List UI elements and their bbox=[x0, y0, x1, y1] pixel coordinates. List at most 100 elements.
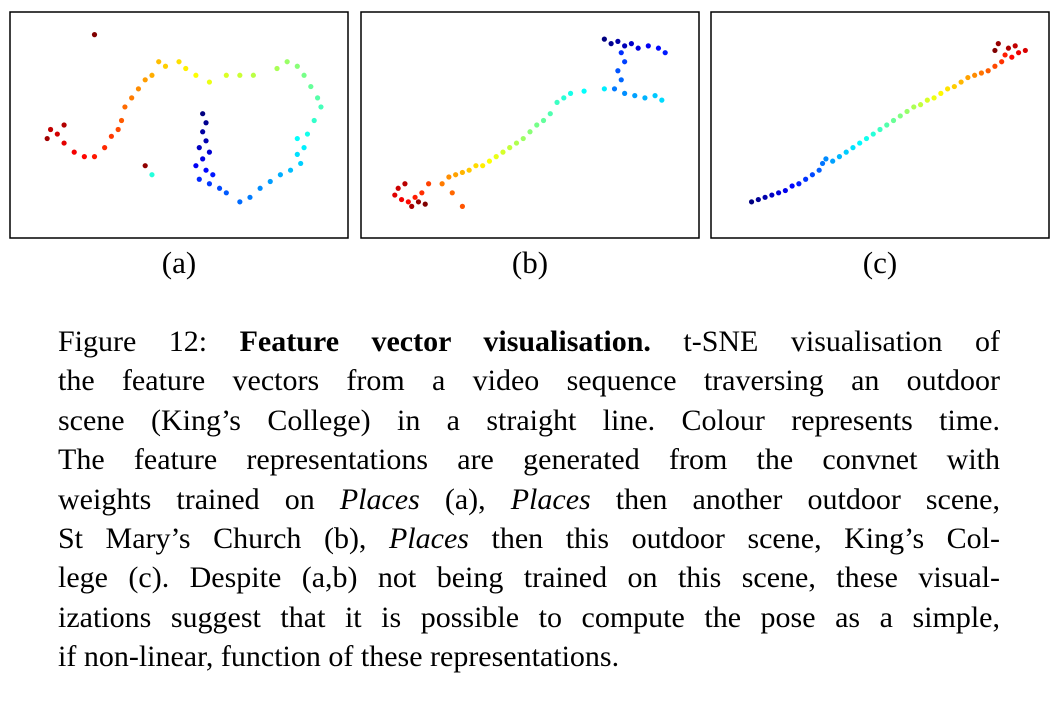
point bbox=[301, 145, 307, 151]
point bbox=[608, 41, 614, 47]
point bbox=[294, 63, 300, 69]
point bbox=[863, 135, 870, 142]
point bbox=[951, 83, 957, 90]
point bbox=[193, 72, 199, 78]
point bbox=[129, 95, 135, 101]
caption: Figure 12: Feature vector visualisation.… bbox=[58, 322, 1000, 677]
point bbox=[972, 72, 978, 78]
point bbox=[904, 108, 910, 115]
point bbox=[257, 185, 263, 191]
point bbox=[183, 65, 189, 72]
point bbox=[958, 79, 964, 85]
point bbox=[823, 156, 829, 162]
caption-text: Figure 12: bbox=[58, 325, 240, 358]
point bbox=[985, 68, 991, 74]
point bbox=[931, 95, 937, 101]
point bbox=[193, 163, 199, 169]
caption-line: Figure 12: Feature vector visualisation.… bbox=[58, 322, 1000, 361]
point bbox=[206, 181, 213, 187]
point bbox=[755, 196, 761, 203]
caption-text: Places bbox=[388, 522, 469, 556]
caption-text: then this outdoor scene, King’s Col- bbox=[468, 522, 1000, 556]
point bbox=[162, 63, 169, 69]
point bbox=[662, 50, 668, 56]
point bbox=[108, 133, 114, 139]
point bbox=[453, 172, 459, 178]
point bbox=[409, 203, 415, 209]
point bbox=[645, 43, 651, 49]
point bbox=[402, 181, 408, 187]
point bbox=[392, 192, 398, 198]
point bbox=[655, 45, 662, 51]
caption-line: lege (c). Despite (a,b) not being traine… bbox=[58, 558, 1000, 597]
caption-text: (a), bbox=[419, 482, 511, 516]
point bbox=[223, 72, 229, 78]
point bbox=[1005, 45, 1012, 51]
point bbox=[91, 31, 98, 38]
caption-line: The feature representations are generate… bbox=[58, 440, 1000, 479]
point bbox=[635, 45, 641, 51]
point bbox=[304, 131, 311, 137]
point bbox=[877, 126, 883, 133]
point bbox=[924, 97, 930, 103]
point bbox=[61, 122, 67, 128]
point bbox=[622, 59, 628, 65]
point bbox=[206, 149, 213, 155]
point bbox=[412, 194, 418, 200]
point bbox=[628, 41, 635, 47]
point bbox=[561, 95, 567, 101]
point bbox=[122, 104, 128, 110]
point bbox=[513, 140, 520, 146]
point bbox=[277, 172, 283, 178]
point bbox=[816, 167, 822, 173]
point bbox=[992, 63, 998, 69]
caption-text: lege (c). Despite (a,b) not being traine… bbox=[58, 561, 1000, 595]
point bbox=[769, 192, 775, 198]
figure: (a) (b) (c) bbox=[9, 11, 1050, 280]
point bbox=[480, 163, 486, 169]
point bbox=[247, 194, 253, 200]
point bbox=[196, 176, 202, 182]
point bbox=[142, 77, 148, 83]
point bbox=[945, 86, 951, 92]
point bbox=[294, 135, 300, 142]
point bbox=[965, 74, 971, 81]
point bbox=[843, 149, 849, 155]
point bbox=[115, 126, 121, 133]
point bbox=[999, 59, 1005, 65]
point bbox=[1022, 47, 1028, 54]
point bbox=[449, 190, 455, 196]
point bbox=[203, 120, 209, 126]
caption-text: t-SNE visualisation of bbox=[650, 325, 1000, 358]
point bbox=[311, 117, 317, 124]
point bbox=[507, 145, 513, 151]
point bbox=[284, 59, 290, 65]
panel-frame bbox=[360, 11, 700, 239]
point bbox=[287, 167, 294, 173]
point bbox=[200, 111, 206, 117]
point bbox=[203, 167, 209, 173]
point bbox=[308, 83, 314, 90]
point bbox=[267, 178, 273, 185]
caption-line: St Mary’s Church (b), Places then this o… bbox=[58, 519, 1000, 558]
point bbox=[618, 77, 624, 83]
point bbox=[762, 194, 768, 200]
point bbox=[819, 160, 826, 167]
point bbox=[274, 65, 280, 72]
point bbox=[917, 102, 924, 108]
point bbox=[540, 117, 547, 124]
point bbox=[601, 36, 607, 42]
caption-text: Places bbox=[339, 482, 420, 516]
point bbox=[415, 199, 422, 205]
point bbox=[500, 149, 506, 155]
point bbox=[250, 72, 256, 78]
point bbox=[486, 158, 493, 164]
caption-line: the feature vectors from a video sequenc… bbox=[58, 361, 1000, 400]
point bbox=[830, 158, 836, 164]
panel-label: (a) bbox=[162, 245, 196, 280]
point bbox=[796, 181, 802, 187]
caption-text: izations suggest that it is possible to … bbox=[58, 600, 1000, 634]
point bbox=[210, 172, 216, 178]
point bbox=[534, 122, 540, 128]
